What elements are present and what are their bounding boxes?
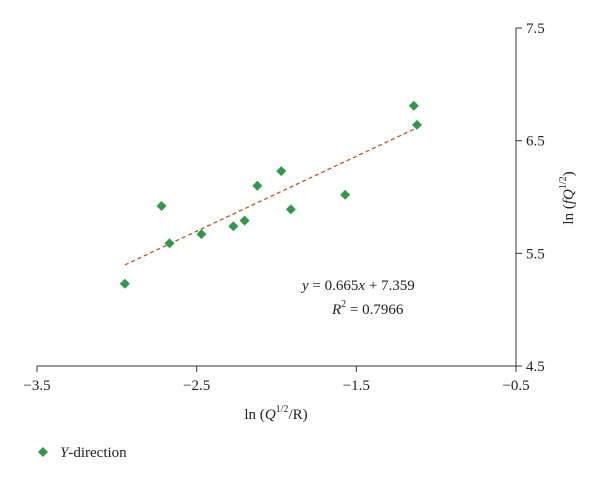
- y-tick-label: 6.5: [526, 134, 545, 150]
- trendline: [124, 127, 418, 266]
- data-point: [408, 100, 419, 111]
- r-squared: R2 = 0.7966: [331, 299, 404, 318]
- trendline-group: [124, 127, 418, 266]
- axes: −3.5 −2.5 −1.5 −0.5 4.5 5.5 6.5 7.5: [23, 21, 544, 394]
- y-axis-title: ln (fQ1/2): [558, 171, 577, 224]
- y-tick-label: 4.5: [526, 359, 545, 375]
- data-point: [156, 201, 167, 212]
- data-point: [340, 189, 351, 200]
- x-axis-title: ln (Q1/2/R): [244, 404, 307, 423]
- x-tick-label: −1.5: [343, 378, 370, 394]
- data-point: [164, 238, 175, 249]
- data-point: [412, 119, 423, 130]
- data-points: [119, 100, 423, 289]
- x-tick-label: −3.5: [23, 378, 50, 394]
- data-point: [228, 221, 239, 232]
- y-tick-label: 7.5: [526, 21, 545, 37]
- data-point: [252, 180, 263, 191]
- x-tick-label: −2.5: [183, 378, 210, 394]
- legend-label: Y-direction: [60, 445, 127, 461]
- legend: Y-direction: [38, 445, 127, 461]
- x-tick-label: −0.5: [502, 378, 529, 394]
- data-point: [119, 278, 130, 289]
- data-point: [276, 166, 287, 177]
- data-point: [239, 215, 250, 226]
- trend-equation: y = 0.665x + 7.359: [300, 278, 415, 294]
- data-point: [196, 229, 207, 240]
- legend-marker: [38, 447, 48, 457]
- data-point: [285, 204, 296, 215]
- y-tick-label: 5.5: [526, 246, 545, 262]
